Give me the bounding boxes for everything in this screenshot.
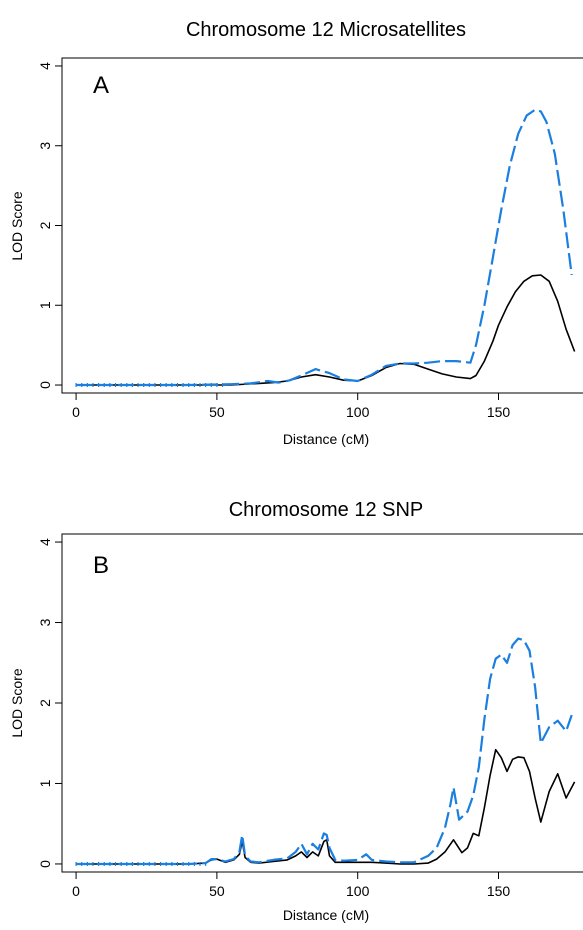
y-tick-label: 3 — [37, 142, 53, 150]
x-tick-label: 50 — [209, 883, 225, 899]
y-tick-label: 1 — [37, 301, 53, 309]
x-tick-label: 0 — [72, 883, 80, 899]
x-tick-label: 100 — [346, 404, 370, 420]
chart-title: Chromosome 12 SNP — [229, 499, 424, 521]
x-tick-label: 150 — [487, 883, 511, 899]
series-line-blue-dashed — [76, 637, 573, 866]
x-axis-label: Distance (cM) — [283, 431, 369, 447]
y-axis-label: LOD Score — [9, 668, 25, 737]
y-tick-label: 0 — [37, 860, 53, 868]
y-tick-label: 4 — [37, 62, 53, 70]
chart-panel-b: Chromosome 12 SNP B LOD Score Distance (… — [9, 499, 583, 923]
y-tick-label: 4 — [37, 538, 53, 546]
series-line-black-solid — [76, 274, 576, 386]
y-tick-label: 3 — [37, 618, 53, 626]
y-tick-label: 2 — [37, 699, 53, 707]
chart-title: Chromosome 12 Microsatellites — [186, 19, 466, 41]
y-tick-label: 1 — [37, 779, 53, 787]
plot-frame — [61, 533, 583, 873]
x-axis-label: Distance (cM) — [283, 907, 369, 923]
series-line-blue-dashed — [76, 108, 573, 387]
y-tick-label: 0 — [37, 381, 53, 389]
plot-area: 0 50 100 150 0 1 2 3 4 — [37, 57, 583, 420]
x-tick-label: 100 — [346, 883, 370, 899]
plot-frame — [61, 57, 583, 394]
x-tick-label: 150 — [487, 404, 511, 420]
panel-label: B — [93, 552, 109, 579]
chart-panel-a: Chromosome 12 Microsatellites A LOD Scor… — [9, 19, 583, 447]
plot-area: 0 50 100 150 0 1 2 3 4 — [37, 533, 583, 899]
y-axis-label: LOD Score — [9, 191, 25, 260]
x-tick-label: 50 — [209, 404, 225, 420]
panel-label: A — [93, 72, 109, 99]
series-line-black-solid — [76, 748, 576, 865]
x-tick-label: 0 — [72, 404, 80, 420]
y-tick-label: 2 — [37, 221, 53, 229]
